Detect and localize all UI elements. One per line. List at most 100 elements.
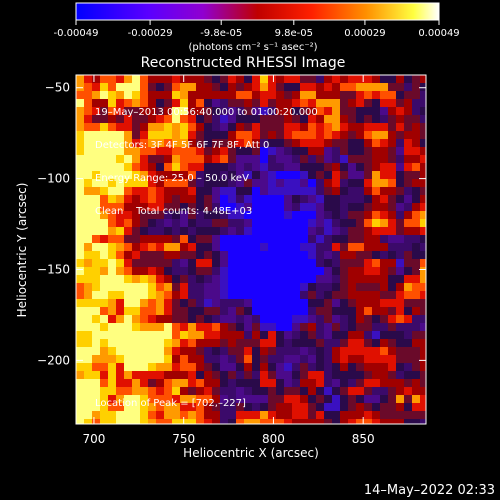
- heatmap-cell: [388, 395, 397, 404]
- heatmap-cell: [76, 403, 85, 412]
- heatmap-cell: [372, 75, 381, 84]
- heatmap-cell: [364, 291, 373, 300]
- heatmap-cell: [148, 163, 157, 172]
- heatmap-cell: [244, 267, 253, 276]
- heatmap-cell: [108, 83, 117, 92]
- heatmap-cell: [292, 275, 301, 284]
- heatmap-cell: [132, 403, 141, 412]
- heatmap-cell: [156, 115, 165, 124]
- heatmap-cell: [332, 419, 341, 424]
- heatmap-cell: [348, 395, 357, 404]
- heatmap-cell: [76, 371, 85, 380]
- heatmap-cell: [132, 155, 141, 164]
- heatmap-cell: [220, 131, 229, 140]
- heatmap-cell: [124, 83, 133, 92]
- heatmap-cell: [252, 139, 261, 148]
- heatmap-cell: [196, 379, 205, 388]
- heatmap-cell: [220, 147, 229, 156]
- heatmap-cell: [164, 419, 173, 424]
- heatmap-cell: [404, 155, 413, 164]
- heatmap-cell: [268, 243, 277, 252]
- heatmap-cell: [124, 267, 133, 276]
- heatmap-cell: [132, 395, 141, 404]
- heatmap-cell: [324, 387, 333, 396]
- heatmap-cell: [164, 115, 173, 124]
- heatmap-cell: [420, 419, 426, 424]
- heatmap-cell: [356, 123, 365, 132]
- heatmap-cell: [284, 315, 293, 324]
- heatmap-cell: [276, 339, 285, 348]
- heatmap-cell: [116, 99, 125, 108]
- heatmap-cell: [260, 107, 269, 116]
- heatmap-cell: [76, 395, 85, 404]
- heatmap-cell: [332, 155, 341, 164]
- heatmap-cell: [76, 107, 85, 116]
- heatmap-cell: [268, 107, 277, 116]
- heatmap-cell: [388, 299, 397, 308]
- heatmap-cell: [300, 315, 309, 324]
- heatmap-cell: [252, 307, 261, 316]
- heatmap-cell: [292, 147, 301, 156]
- heatmap-cell: [364, 211, 373, 220]
- heatmap-cell: [388, 411, 397, 420]
- heatmap-cell: [76, 195, 85, 204]
- heatmap-cell: [284, 203, 293, 212]
- heatmap-cell: [140, 411, 149, 420]
- heatmap-cell: [316, 91, 325, 100]
- heatmap-cell: [116, 187, 125, 196]
- heatmap-cell: [244, 203, 253, 212]
- heatmap-cell: [124, 339, 133, 348]
- heatmap-cell: [76, 91, 85, 100]
- heatmap-cell: [420, 179, 426, 188]
- heatmap-cell: [388, 315, 397, 324]
- heatmap-cell: [124, 155, 133, 164]
- heatmap-cell: [236, 259, 245, 268]
- heatmap-cell: [196, 107, 205, 116]
- heatmap-cell: [252, 387, 261, 396]
- heatmap-cell: [396, 211, 405, 220]
- heatmap-cell: [84, 251, 93, 260]
- heatmap-cell: [348, 419, 357, 424]
- heatmap-cell: [164, 163, 173, 172]
- heatmap-cell: [348, 251, 357, 260]
- heatmap-cell: [412, 123, 421, 132]
- heatmap-cell: [116, 267, 125, 276]
- heatmap-cell: [380, 115, 389, 124]
- heatmap-cell: [420, 379, 426, 388]
- heatmap-cell: [140, 379, 149, 388]
- heatmap-cell: [196, 227, 205, 236]
- heatmap-cell: [220, 363, 229, 372]
- heatmap-cell: [356, 339, 365, 348]
- heatmap-cell: [108, 299, 117, 308]
- heatmap-cell: [92, 163, 101, 172]
- heatmap-cell: [228, 307, 237, 316]
- heatmap-cell: [156, 315, 165, 324]
- heatmap-cell: [228, 171, 237, 180]
- heatmap-cell: [348, 299, 357, 308]
- heatmap-cell: [156, 275, 165, 284]
- heatmap-cell: [244, 323, 253, 332]
- heatmap-cell: [220, 387, 229, 396]
- heatmap-cell: [260, 171, 269, 180]
- heatmap-cell: [332, 371, 341, 380]
- colorbar-tick-label: -0.00049: [54, 28, 99, 39]
- heatmap-cell: [196, 315, 205, 324]
- heatmap-cell: [348, 275, 357, 284]
- heatmap-cell: [180, 371, 189, 380]
- heatmap-cell: [420, 227, 426, 236]
- heatmap-cell: [372, 163, 381, 172]
- heatmap-cell: [372, 347, 381, 356]
- heatmap-cell: [100, 315, 109, 324]
- heatmap-cell: [92, 187, 101, 196]
- heatmap-cell: [124, 235, 133, 244]
- heatmap-cell: [220, 307, 229, 316]
- heatmap-cell: [316, 411, 325, 420]
- heatmap-cell: [308, 235, 317, 244]
- heatmap-cell: [292, 211, 301, 220]
- heatmap-cell: [404, 243, 413, 252]
- heatmap-cell: [140, 371, 149, 380]
- heatmap-cell: [204, 347, 213, 356]
- heatmap-cell: [268, 331, 277, 340]
- heatmap-cell: [204, 267, 213, 276]
- heatmap-cell: [188, 91, 197, 100]
